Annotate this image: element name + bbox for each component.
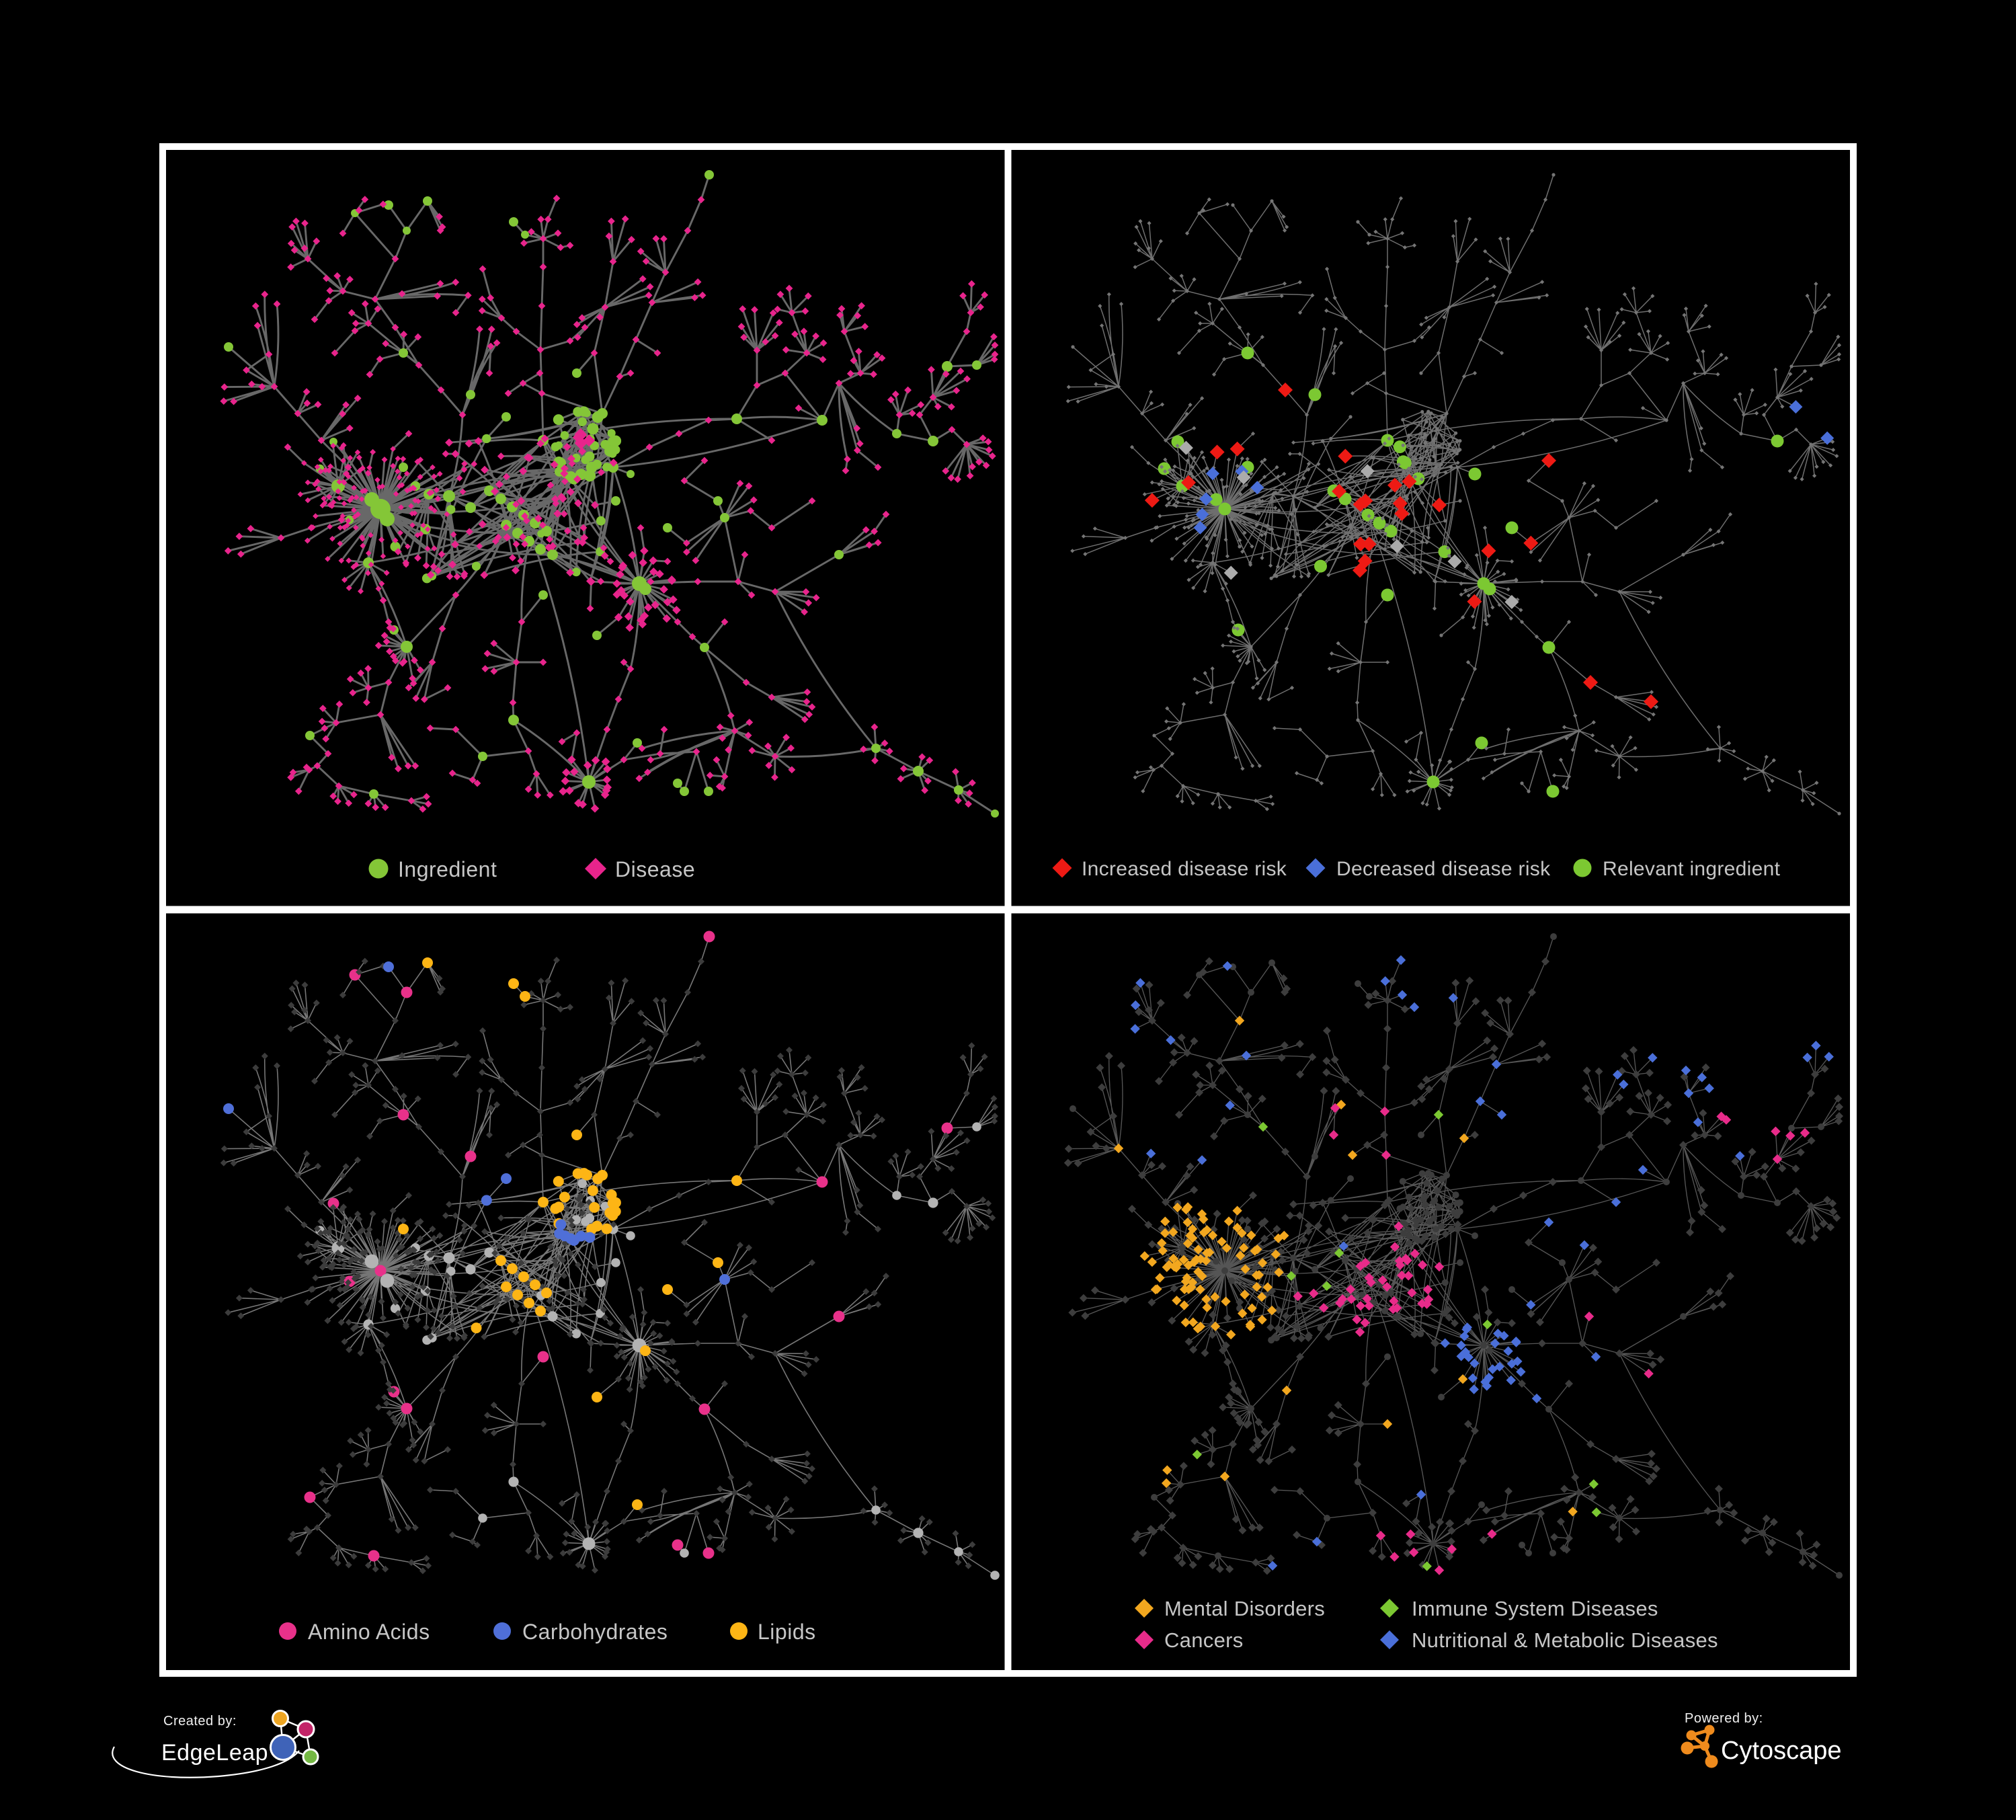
svg-text:Relevant ingredient: Relevant ingredient [1603, 858, 1781, 880]
svg-text:Nutritional & Metabolic Diseas: Nutritional & Metabolic Diseases [1412, 1628, 1718, 1652]
svg-text:Cancers: Cancers [1164, 1628, 1244, 1652]
svg-text:Powered by:: Powered by: [1685, 1711, 1763, 1726]
svg-text:Increased disease risk: Increased disease risk [1082, 858, 1287, 880]
svg-text:Mental Disorders: Mental Disorders [1164, 1597, 1325, 1620]
svg-text:Amino Acids: Amino Acids [308, 1620, 430, 1644]
svg-text:Created by:: Created by: [163, 1714, 237, 1729]
svg-text:EdgeLeap: EdgeLeap [161, 1740, 268, 1766]
svg-text:Carbohydrates: Carbohydrates [522, 1620, 668, 1644]
svg-text:Lipids: Lipids [758, 1620, 816, 1644]
svg-text:Decreased disease risk: Decreased disease risk [1336, 858, 1551, 880]
svg-text:Immune System Diseases: Immune System Diseases [1412, 1597, 1658, 1620]
svg-text:Ingredient: Ingredient [398, 857, 497, 881]
svg-text:Cytoscape: Cytoscape [1721, 1737, 1842, 1765]
svg-text:Disease: Disease [615, 857, 695, 881]
